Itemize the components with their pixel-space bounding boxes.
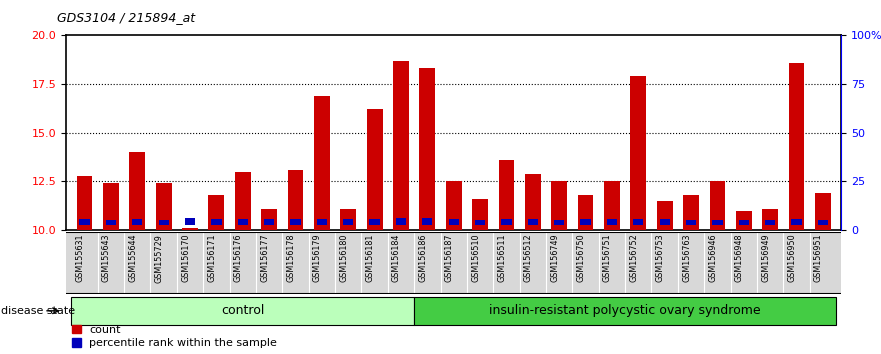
Text: GSM156186: GSM156186 — [418, 234, 427, 282]
Bar — [393, 61, 409, 230]
Bar — [762, 209, 778, 230]
Text: GSM156511: GSM156511 — [498, 234, 507, 282]
Text: GSM156184: GSM156184 — [392, 234, 401, 282]
Bar — [525, 174, 541, 230]
Bar — [261, 209, 277, 230]
Bar — [686, 220, 696, 225]
Bar — [683, 195, 699, 230]
Text: GSM156948: GSM156948 — [735, 234, 744, 282]
Bar — [79, 219, 90, 225]
Bar — [448, 219, 459, 225]
Text: GSM156946: GSM156946 — [708, 234, 717, 282]
Bar — [633, 219, 643, 225]
Bar — [209, 195, 225, 230]
Bar — [736, 211, 751, 230]
Bar — [552, 181, 567, 230]
Bar — [581, 219, 590, 225]
Text: GSM156751: GSM156751 — [603, 234, 612, 282]
Text: GSM156176: GSM156176 — [233, 234, 243, 282]
Bar — [291, 219, 300, 225]
Text: insulin-resistant polycystic ovary syndrome: insulin-resistant polycystic ovary syndr… — [489, 304, 761, 317]
Text: GSM155631: GSM155631 — [76, 234, 85, 282]
Text: GSM156179: GSM156179 — [313, 234, 322, 282]
Bar — [604, 181, 620, 230]
Bar — [656, 201, 672, 230]
Bar — [366, 109, 382, 230]
Text: GSM156752: GSM156752 — [629, 234, 639, 282]
Text: GSM156750: GSM156750 — [576, 234, 586, 282]
Bar — [396, 218, 406, 225]
Bar — [712, 220, 722, 225]
Bar — [369, 219, 380, 225]
Bar — [788, 63, 804, 230]
Bar — [446, 181, 462, 230]
Legend: count, percentile rank within the sample: count, percentile rank within the sample — [71, 325, 278, 348]
Text: GSM156187: GSM156187 — [445, 234, 454, 282]
Text: GSM156950: GSM156950 — [788, 234, 796, 282]
Text: GSM156181: GSM156181 — [366, 234, 374, 282]
Bar — [738, 220, 749, 225]
Bar — [499, 160, 515, 230]
Bar — [660, 219, 670, 225]
Bar — [185, 218, 196, 225]
Bar — [340, 209, 356, 230]
Bar — [317, 219, 327, 225]
Bar — [77, 176, 93, 230]
Bar — [815, 193, 831, 230]
Bar — [472, 199, 488, 230]
Bar — [103, 183, 119, 230]
Text: GSM155644: GSM155644 — [129, 234, 137, 282]
Bar — [501, 219, 512, 225]
Bar — [578, 195, 594, 230]
Bar — [343, 219, 353, 225]
Bar — [528, 219, 538, 225]
Bar — [130, 152, 145, 230]
Text: GSM156177: GSM156177 — [260, 234, 269, 282]
Text: control: control — [221, 304, 264, 317]
Bar — [182, 228, 198, 230]
Text: GSM156178: GSM156178 — [286, 234, 295, 282]
Text: GSM156951: GSM156951 — [814, 234, 823, 282]
Text: GSM156180: GSM156180 — [339, 234, 348, 282]
Bar — [238, 219, 248, 225]
Text: GSM156749: GSM156749 — [551, 234, 559, 282]
Bar — [264, 219, 274, 225]
Bar — [554, 220, 565, 225]
Text: GSM155643: GSM155643 — [102, 234, 111, 282]
Text: GSM156512: GSM156512 — [524, 234, 533, 282]
Text: disease state: disease state — [1, 306, 75, 316]
Bar — [314, 96, 329, 230]
Bar — [422, 218, 433, 225]
Bar — [818, 220, 828, 225]
Bar — [791, 219, 802, 225]
Text: GSM156753: GSM156753 — [655, 234, 664, 282]
Text: GSM156763: GSM156763 — [682, 234, 691, 282]
Text: GSM156171: GSM156171 — [207, 234, 217, 282]
Bar — [211, 219, 221, 225]
Bar — [709, 181, 725, 230]
Text: GSM156949: GSM156949 — [761, 234, 770, 282]
Bar — [607, 219, 617, 225]
FancyBboxPatch shape — [414, 297, 836, 325]
Bar — [159, 220, 169, 225]
Bar — [287, 170, 303, 230]
Bar — [419, 68, 435, 230]
Bar — [106, 220, 116, 225]
Bar — [235, 172, 251, 230]
Bar — [765, 220, 775, 225]
Text: GDS3104 / 215894_at: GDS3104 / 215894_at — [57, 11, 196, 24]
Text: GSM156170: GSM156170 — [181, 234, 190, 282]
Bar — [156, 183, 172, 230]
FancyBboxPatch shape — [71, 297, 414, 325]
Text: GSM156510: GSM156510 — [471, 234, 480, 282]
Bar — [631, 76, 647, 230]
Bar — [475, 220, 485, 225]
Bar — [132, 219, 143, 225]
Text: GSM155729: GSM155729 — [155, 234, 164, 282]
